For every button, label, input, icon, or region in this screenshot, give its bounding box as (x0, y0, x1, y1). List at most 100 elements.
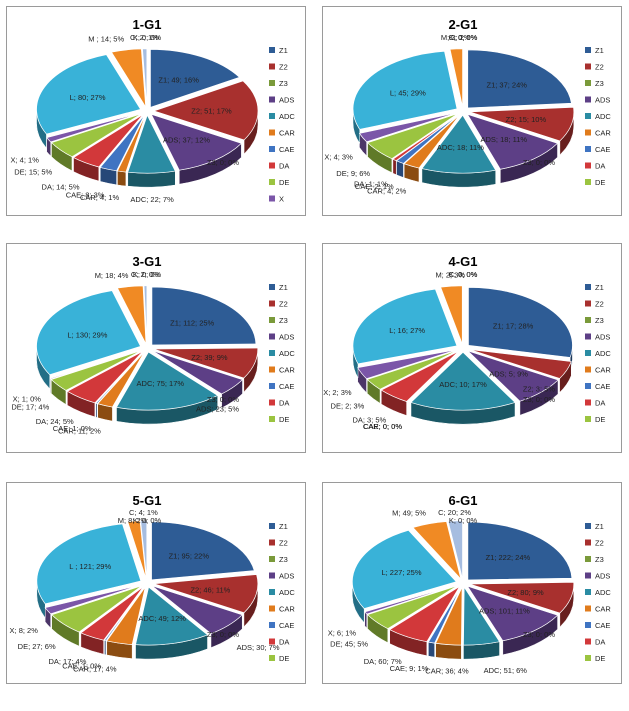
legend-swatch (269, 539, 275, 546)
pie-slice-car (106, 586, 146, 645)
legend-item-ads: ADS (269, 572, 294, 581)
legend-swatch (269, 317, 275, 323)
legend-item-z3: Z3 (269, 555, 288, 564)
pie-slice-cae (103, 586, 145, 642)
legend-swatch (269, 146, 275, 152)
pie-slice-z1 (467, 521, 573, 581)
pie-slice-adc (463, 585, 501, 646)
pie-slice-de (366, 350, 458, 390)
pie-slice-side-x (364, 611, 368, 629)
pie-slice-car (116, 114, 146, 173)
pie-slice-z2 (153, 574, 259, 614)
legend-item-da: DA (585, 638, 605, 647)
data-label: CAE; 2; 1% (355, 182, 394, 191)
pie-slice-ads (151, 585, 243, 635)
legend-item-z1: Z1 (269, 522, 288, 531)
pie-slice-z1 (151, 521, 255, 581)
legend-swatch (269, 655, 275, 661)
legend-label: Z3 (595, 316, 604, 325)
legend-label: Z3 (279, 79, 288, 88)
pie-slice-m (110, 48, 147, 108)
legend-label: Z1 (595, 46, 604, 55)
data-label: Z1; 95; 22% (169, 552, 210, 561)
pie-slice-de (366, 113, 458, 160)
pie-slice-ads (466, 585, 559, 642)
pie-slice-car (97, 351, 145, 408)
data-label: Z3; 0; 0% (523, 158, 555, 167)
data-label: K; 0; 0% (133, 33, 162, 42)
legend-item-cae: CAE (269, 382, 294, 391)
data-label: ADC; 10; 17% (439, 380, 487, 389)
data-label: C; 2; 1% (130, 33, 159, 42)
chart-panel-5: 5-G1 Z1; 95; 22% Z2; 46; 11% Z3; 0; 0% ADS; … (6, 482, 306, 684)
pie-slice-adc (115, 351, 219, 411)
data-label: Z2; 51; 17% (191, 107, 232, 116)
legend-swatch (269, 622, 275, 628)
pie-slice-side-car (435, 642, 462, 660)
pie-slice-m (116, 285, 147, 345)
legend-item-cae: CAE (585, 621, 610, 630)
pie-slice-m (440, 285, 463, 344)
legend-swatch (269, 416, 275, 422)
legend-item-z1: Z1 (585, 283, 604, 292)
data-label: DA; 17; 4% (48, 657, 86, 666)
legend-label: DA (595, 399, 605, 408)
legend-item-z1: Z1 (585, 522, 604, 531)
data-label: Z2; 80; 9% (507, 588, 544, 597)
data-label: Z1; 17; 28% (493, 321, 534, 330)
data-label: DE; 2; 3% (331, 401, 365, 410)
data-label: X; 8; 2% (10, 626, 39, 635)
data-label: DA; 60; 7% (364, 657, 402, 666)
legend-swatch (585, 317, 591, 323)
legend-item-cae: CAE (585, 145, 610, 154)
legend-swatch (269, 300, 275, 307)
data-label: DE; 9; 6% (336, 169, 370, 178)
legend-label: Z1 (279, 46, 288, 55)
pie-slice-adc (127, 114, 176, 174)
data-label: L; 16; 27% (389, 326, 425, 335)
pie-slice-adc (421, 114, 497, 174)
legend-label: ADS (279, 572, 294, 581)
legend-swatch (269, 572, 275, 579)
legend-label: DA (595, 162, 605, 171)
legend-item-adc: ADC (585, 112, 611, 121)
pie-chart: 3-G1 Z1; 112; 25% Z2; 39; 9% Z3; 0; 0%ADS; … (11, 254, 295, 435)
data-label: CAR; 0; 0% (363, 422, 403, 431)
pie-slice-l (36, 54, 142, 135)
legend-swatch (269, 162, 275, 169)
legend-swatch (585, 655, 591, 661)
legend-swatch (585, 589, 591, 595)
pie-slice-side-cae (104, 640, 107, 656)
chart-panel-2: 2-G1 Z1; 37; 24% Z2; 15; 10% Z3; 0; 0% ADS; … (322, 6, 622, 216)
pie-slice-de (50, 113, 142, 158)
pie-slice-l (36, 290, 142, 376)
pie-slice-z1 (150, 48, 241, 108)
legend-swatch (269, 179, 275, 185)
data-label: ADC; 49; 12% (138, 614, 186, 623)
pie-slice-ads (150, 113, 243, 171)
legend-swatch (585, 399, 591, 406)
legend-label: CAE (279, 145, 294, 154)
legend-swatch (269, 638, 275, 645)
pie-slice-car (403, 114, 461, 169)
pie-slice-da (389, 586, 460, 643)
data-label: DE; 27; 6% (18, 642, 56, 651)
legend-label: ADC (595, 588, 611, 597)
data-label: CAR; 4; 1% (80, 193, 120, 202)
legend-swatch (585, 383, 591, 389)
pie-slice-m (449, 48, 463, 107)
data-label: L; 45; 29% (390, 88, 426, 97)
data-label: DA; 3; 5% (352, 416, 386, 425)
pie-slice-x (44, 584, 141, 615)
chart-panel-3: 3-G1 Z1; 112; 25% Z2; 39; 9% Z3; 0; 0% ADS; … (6, 243, 306, 453)
legend-label: CAR (279, 129, 295, 138)
chart-title: 6-G1 (449, 493, 478, 508)
chart-title: 2-G1 (449, 17, 478, 32)
pie-slice-ads (152, 350, 244, 395)
data-label: Z1; 112; 25% (170, 318, 214, 327)
legend-swatch (269, 63, 275, 70)
legend-swatch (585, 539, 591, 546)
legend-label: Z1 (279, 522, 288, 531)
data-label: Z1; 37; 24% (486, 81, 527, 90)
data-label: Z2; 15; 10% (506, 115, 547, 124)
